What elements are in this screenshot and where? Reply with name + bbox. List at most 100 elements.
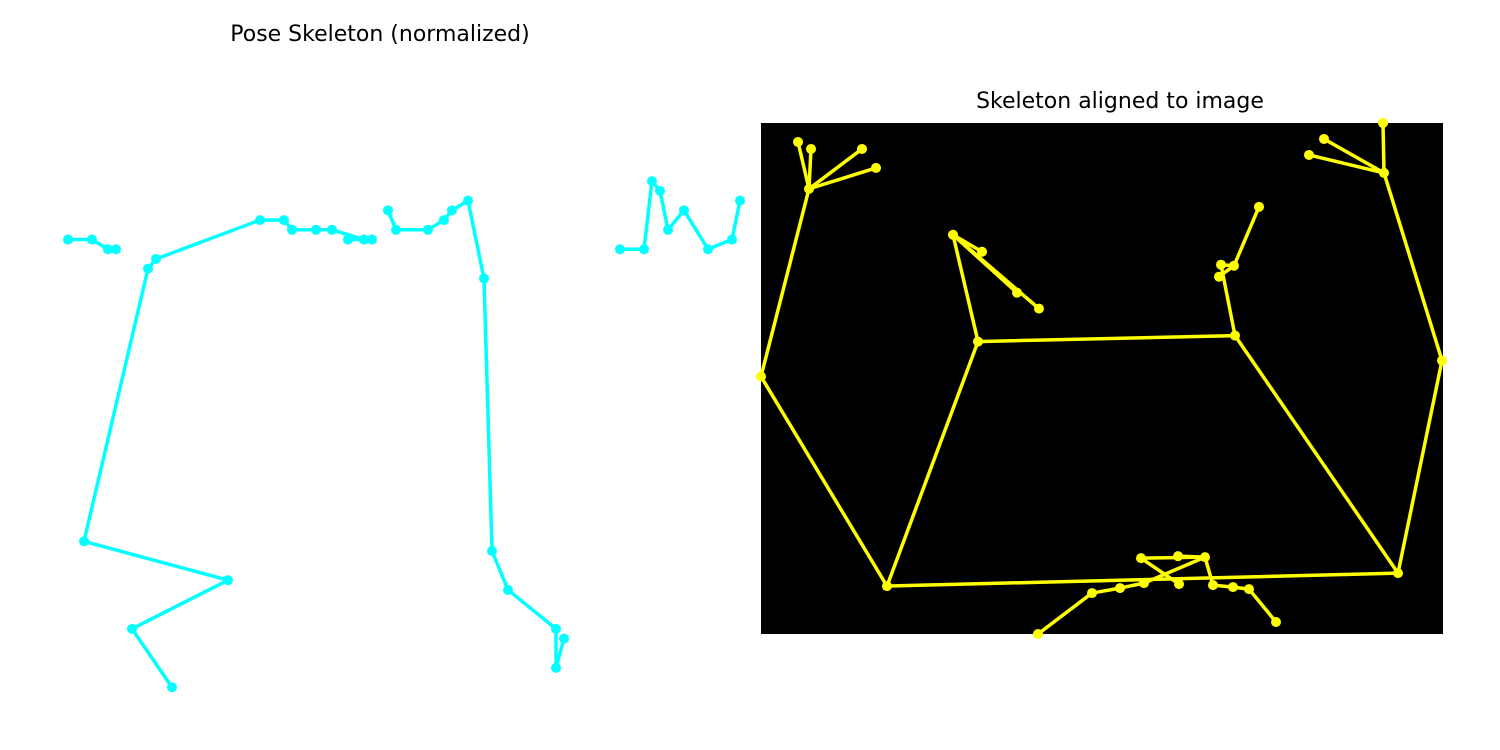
normalized-keypoint-32 [647, 176, 657, 187]
aligned-keypoint-8 [973, 336, 983, 347]
right-panel-title: Skeleton aligned to image [976, 89, 1264, 114]
aligned-keypoint-6 [882, 581, 892, 592]
normalized-skeleton-plot [63, 176, 745, 693]
normalized-bone-4 [130, 578, 230, 631]
aligned-bone-10 [951, 233, 1041, 311]
normalized-keypoint-5 [127, 623, 137, 634]
aligned-keypoint-2 [804, 183, 814, 194]
aligned-keypoint-0 [793, 136, 803, 147]
aligned-keypoint-22 [1244, 584, 1254, 595]
aligned-keypoint-29 [1304, 149, 1314, 160]
normalized-bone-32 [682, 208, 710, 252]
aligned-keypoint-26 [1254, 201, 1264, 212]
normalized-keypoint-24 [479, 273, 489, 284]
normalized-bone-34 [730, 198, 742, 242]
aligned-keypoint-10 [1012, 287, 1022, 298]
normalized-keypoint-34 [663, 224, 673, 235]
normalized-bone-3 [130, 627, 174, 690]
aligned-bone-16 [1232, 205, 1261, 268]
normalized-keypoint-25 [487, 546, 497, 556]
normalized-keypoint-9 [151, 254, 161, 264]
aligned-keypoint-1 [806, 143, 816, 154]
aligned-keypoint-21 [1228, 582, 1238, 593]
aligned-keypoint-33 [1393, 568, 1403, 579]
aligned-keypoint-32 [1379, 167, 1389, 178]
normalized-keypoint-36 [703, 244, 713, 255]
normalized-bone-26 [554, 636, 566, 670]
aligned-keypoint-7 [948, 229, 958, 240]
normalized-bone-22 [482, 276, 494, 553]
normalized-keypoint-29 [559, 633, 569, 644]
normalized-keypoint-38 [735, 195, 745, 206]
aligned-bone-23 [1036, 591, 1094, 636]
normalized-keypoint-19 [391, 224, 401, 235]
aligned-keypoint-17 [1173, 551, 1183, 562]
aligned-bone-0 [796, 140, 811, 191]
aligned-bone-19 [1382, 171, 1444, 363]
aligned-bone-7 [885, 339, 980, 588]
aligned-bone-26 [1142, 555, 1207, 585]
aligned-bone-11 [951, 233, 984, 254]
normalized-keypoint-27 [551, 623, 561, 634]
normalized-bone-5 [82, 539, 230, 582]
normalized-keypoint-31 [639, 244, 649, 255]
aligned-skeleton-panel: Skeleton aligned to image [756, 0, 1500, 750]
normalized-bone-30 [658, 189, 670, 232]
aligned-keypoint-5 [756, 371, 766, 382]
normalized-keypoint-10 [255, 215, 265, 226]
normalized-bone-8 [154, 218, 262, 261]
normalized-bone-23 [490, 549, 510, 592]
normalized-keypoint-12 [287, 224, 297, 235]
aligned-bone-20 [1381, 121, 1386, 175]
aligned-keypoint-24 [1216, 259, 1226, 270]
aligned-bone-30 [1247, 587, 1278, 624]
aligned-image-background [761, 123, 1443, 634]
aligned-keypoint-4 [871, 162, 881, 173]
normalized-skeleton-panel: Pose Skeleton (normalized) [63, 22, 745, 693]
normalized-keypoint-0 [63, 234, 73, 245]
aligned-keypoint-3 [857, 143, 867, 154]
aligned-bone-5 [759, 374, 889, 588]
aligned-bone-12 [976, 333, 1237, 344]
aligned-keypoint-34 [1437, 355, 1447, 366]
aligned-keypoint-9 [977, 246, 987, 257]
normalized-keypoint-4 [167, 682, 177, 693]
aligned-bone-33 [1139, 556, 1181, 586]
aligned-keypoint-20 [1208, 580, 1218, 591]
aligned-keypoint-27 [1271, 617, 1281, 628]
left-panel-title: Pose Skeleton (normalized) [230, 22, 530, 47]
normalized-keypoint-20 [423, 224, 433, 235]
aligned-keypoint-18 [1174, 579, 1184, 590]
aligned-bone-21 [1322, 137, 1386, 175]
normalized-keypoint-23 [463, 195, 473, 206]
aligned-bone-1 [807, 147, 813, 191]
normalized-keypoint-35 [679, 205, 689, 216]
aligned-keypoint-16 [1136, 553, 1146, 564]
normalized-keypoint-22 [447, 205, 457, 216]
aligned-bone-8 [951, 233, 980, 344]
normalized-keypoint-14 [327, 224, 337, 235]
aligned-keypoint-31 [1378, 118, 1388, 128]
normalized-bone-21 [466, 198, 486, 281]
normalized-keypoint-11 [279, 215, 289, 226]
normalized-keypoint-15 [359, 234, 369, 245]
aligned-bone-3 [807, 166, 878, 191]
aligned-keypoint-13 [1087, 588, 1097, 599]
normalized-keypoint-21 [439, 215, 449, 226]
aligned-keypoint-23 [1230, 330, 1240, 341]
normalized-bone-24 [506, 588, 558, 631]
aligned-bone-18 [1396, 358, 1444, 575]
aligned-bone-4 [759, 187, 811, 379]
normalized-keypoint-28 [551, 662, 561, 673]
normalized-keypoint-3 [111, 244, 121, 255]
aligned-keypoint-19 [1200, 552, 1210, 563]
normalized-bone-6 [82, 266, 150, 544]
normalized-keypoint-8 [143, 263, 153, 274]
normalized-bone-28 [642, 179, 654, 252]
normalized-keypoint-1 [87, 234, 97, 245]
aligned-keypoint-12 [1033, 629, 1043, 639]
aligned-skeleton-plot [756, 118, 1447, 639]
normalized-keypoint-13 [311, 224, 321, 235]
normalized-keypoint-37 [727, 234, 737, 245]
aligned-keypoint-14 [1115, 583, 1125, 594]
